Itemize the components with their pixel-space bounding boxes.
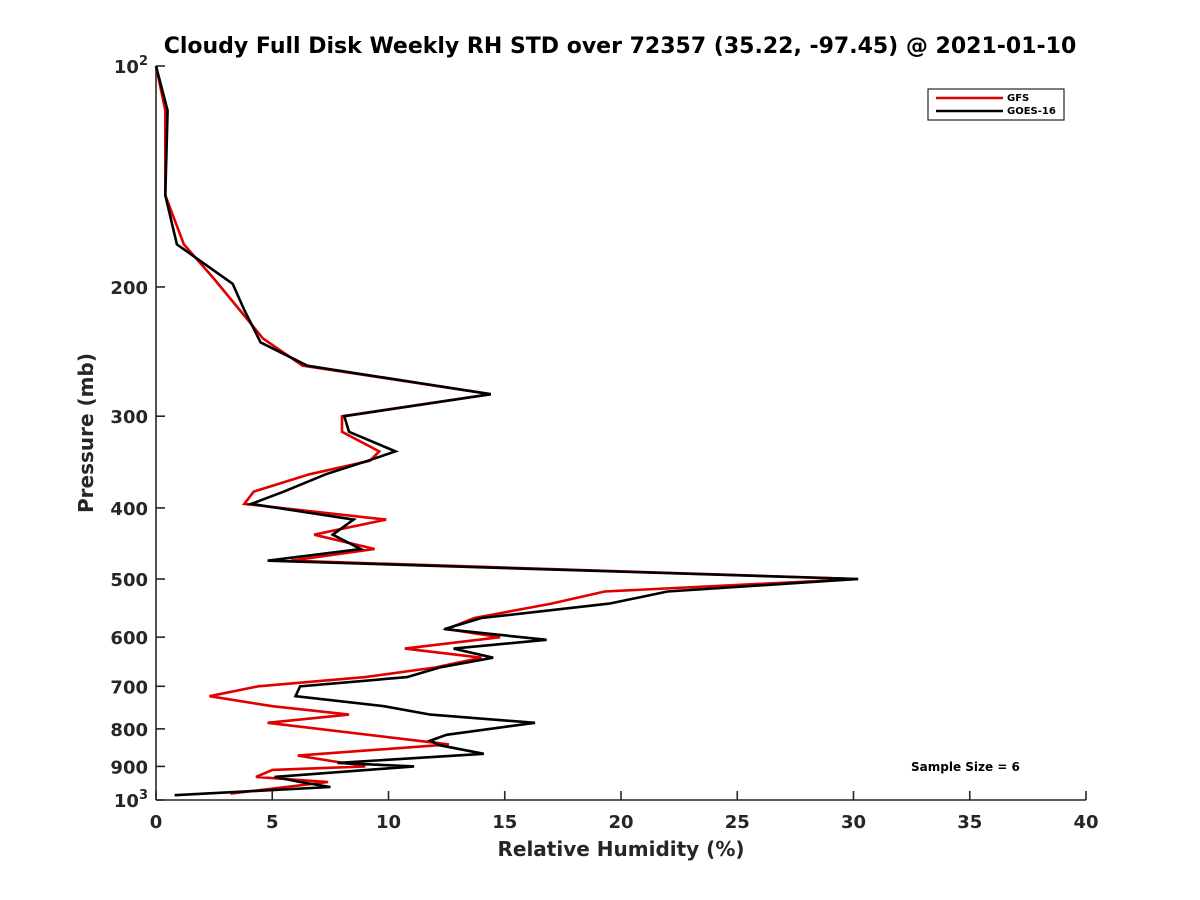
x-tick-label: 5 [266,812,279,833]
series-line-gfs [154,65,859,795]
axes [155,66,1086,801]
x-ticks: 0 5 10 15 20 25 30 35 40 [150,791,1099,833]
chart-title: Cloudy Full Disk Weekly RH STD over 7235… [164,34,1077,59]
series-line-goes16 [154,65,859,797]
y-axis-label: Pressure (mb) [74,353,98,513]
legend-label-gfs: GFS [1007,93,1029,104]
sample-size-annotation: Sample Size = 6 [911,760,1020,774]
y-tick-label: 700 [110,677,148,698]
y-tick-label: 102 [114,54,148,78]
x-tick-label: 0 [150,812,163,833]
y-tick-label: 300 [110,407,148,428]
legend-box [927,88,1065,121]
y-tick-label: 200 [110,278,148,299]
x-tick-label: 15 [492,812,517,833]
x-tick-label: 25 [725,812,750,833]
legend-label-goes16: GOES-16 [1007,106,1056,117]
x-tick-label: 10 [376,812,401,833]
y-tick-label: 900 [110,757,148,778]
plot-lines [154,65,859,797]
y-tick-label: 800 [110,720,148,741]
y-ticks: 102 200 300 400 500 600 700 800 900 103 [110,54,165,812]
x-tick-label: 40 [1073,812,1098,833]
y-tick-label: 400 [110,499,148,520]
x-tick-label: 30 [841,812,866,833]
x-tick-label: 20 [608,812,633,833]
y-tick-label: 600 [110,628,148,649]
x-axis-label: Relative Humidity (%) [497,837,744,861]
x-tick-label: 35 [957,812,982,833]
y-tick-label: 500 [110,570,148,591]
legend: GFS GOES-16 [927,88,1065,121]
y-tick-label: 103 [114,788,148,812]
